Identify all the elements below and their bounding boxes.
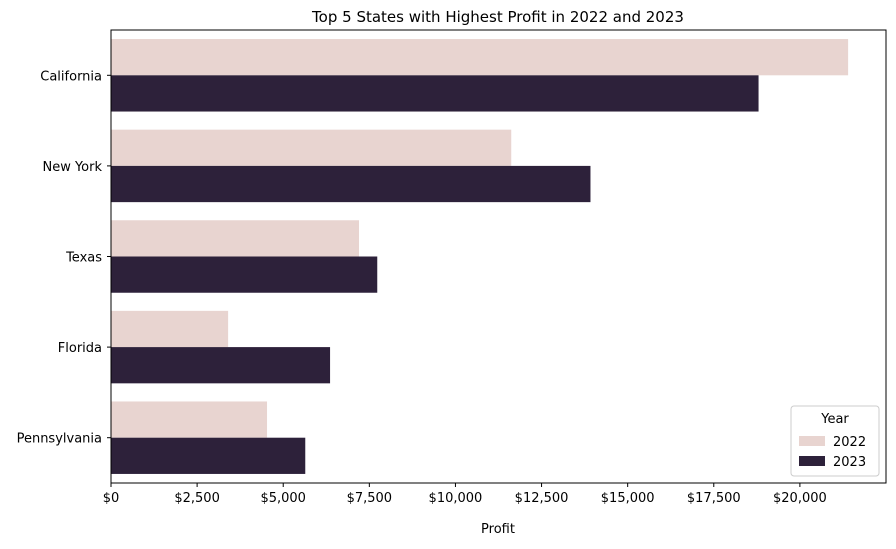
x-tick-label: $15,000 (601, 491, 655, 506)
y-tick-label: Florida (58, 341, 102, 356)
bars-group (111, 39, 849, 474)
bar-2022-texas (111, 220, 359, 257)
bar-2022-pennsylvania (111, 401, 268, 438)
x-tick-label: $10,000 (429, 491, 483, 506)
bar-2023-pennsylvania (111, 437, 306, 474)
x-axis: $0 $2,500 $5,000 $7,500 $10,000 $12,500 $15,00… (103, 483, 827, 506)
bar-2022-new-york (111, 129, 512, 166)
y-tick-label: New York (42, 160, 102, 175)
legend-swatch-2022 (799, 436, 825, 446)
bar-2022-california (111, 39, 849, 76)
legend-label-2022: 2022 (833, 435, 866, 450)
legend-swatch-2023 (799, 456, 825, 466)
y-tick-label: Texas (65, 251, 102, 266)
x-axis-label: Profit (481, 522, 515, 537)
y-tick-label: California (40, 69, 102, 84)
y-axis: California New York Texas Florida Pennsylvan… (17, 69, 111, 447)
bar-2022-florida (111, 310, 229, 348)
x-tick-label: $2,500 (174, 491, 220, 506)
x-tick-label: $20,000 (773, 491, 827, 506)
x-tick-label: $12,500 (515, 491, 569, 506)
legend-label-2023: 2023 (833, 455, 866, 470)
bar-2023-california (111, 75, 759, 112)
legend: Year 2022 2023 (790, 405, 880, 477)
legend-title: Year (820, 412, 849, 427)
x-tick-label: $17,500 (687, 491, 741, 506)
x-tick-label: $0 (103, 491, 120, 506)
x-tick-label: $5,000 (260, 491, 306, 506)
bar-2023-new-york (111, 165, 591, 203)
bar-2023-florida (111, 347, 331, 384)
x-tick-label: $7,500 (347, 491, 393, 506)
chart-title: Top 5 States with Highest Profit in 2022… (311, 8, 684, 26)
y-tick-label: Pennsylvania (17, 432, 102, 447)
bar-2023-texas (111, 256, 378, 293)
